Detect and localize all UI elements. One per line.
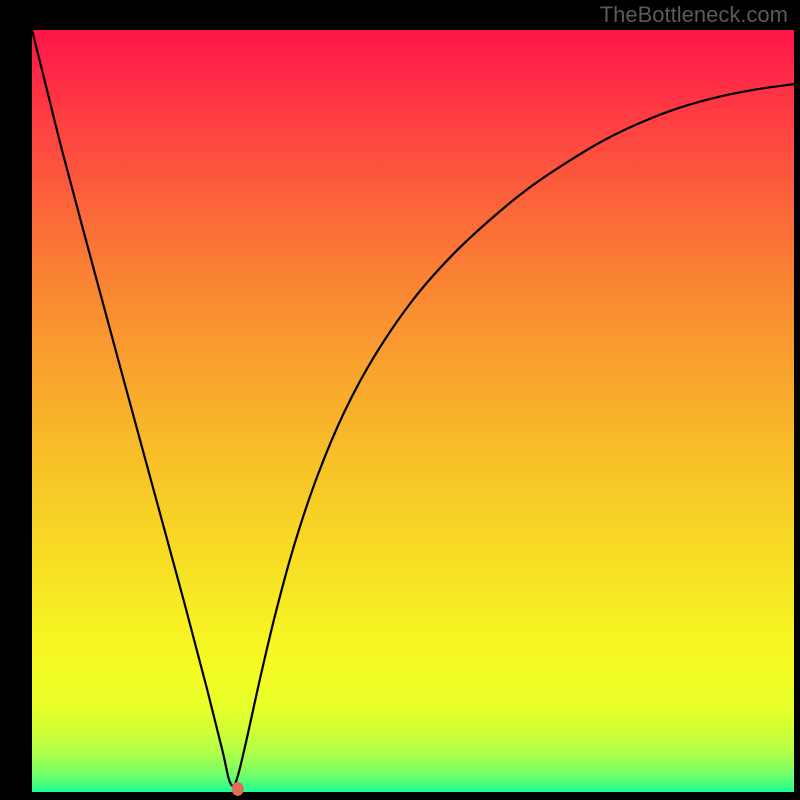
bottleneck-chart: TheBottleneck.com (0, 0, 800, 800)
plot-area (32, 30, 794, 792)
optimum-marker (232, 782, 244, 796)
watermark: TheBottleneck.com (600, 2, 788, 27)
chart-svg: TheBottleneck.com (0, 0, 800, 800)
